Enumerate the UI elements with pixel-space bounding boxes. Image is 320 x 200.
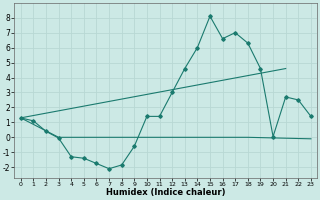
X-axis label: Humidex (Indice chaleur): Humidex (Indice chaleur) <box>106 188 226 197</box>
